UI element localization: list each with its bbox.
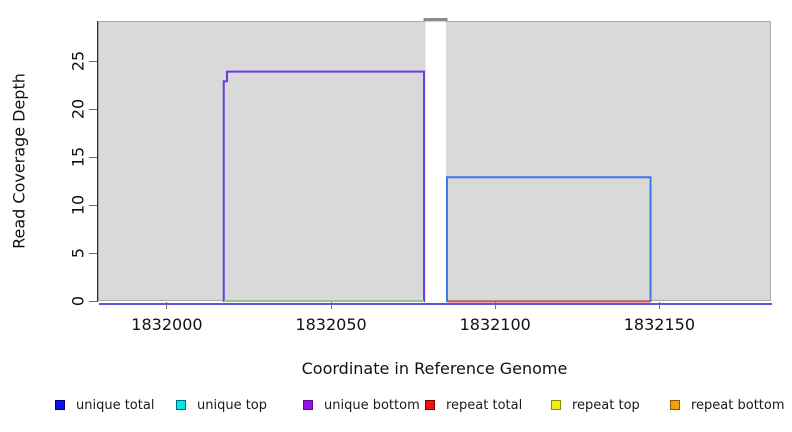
legend-item-repeat-bottom: repeat bottom	[670, 397, 785, 413]
coverage-gap-cap	[423, 18, 448, 21]
series-unique-bottom-coverage	[222, 70, 426, 302]
legend-item-repeat-top: repeat top	[551, 397, 640, 413]
legend-swatch-icon	[176, 400, 186, 410]
series-unique-total-coverage	[445, 176, 652, 302]
legend-swatch-icon	[55, 400, 65, 410]
x-tick	[658, 302, 660, 309]
coverage-plot-canvas	[99, 18, 772, 305]
legend-item-unique-bottom: unique bottom	[303, 397, 420, 413]
legend-swatch-icon	[425, 400, 435, 410]
legend-item-repeat-total: repeat total	[425, 397, 522, 413]
legend-label: unique total	[76, 397, 155, 413]
legend-swatch-icon	[303, 400, 313, 410]
x-tick	[166, 302, 168, 309]
x-tick-label: 1832100	[459, 315, 531, 334]
legend-item-unique-top: unique top	[176, 397, 267, 413]
x-tick-label: 1832150	[623, 315, 695, 334]
legend-label: unique bottom	[324, 397, 420, 413]
y-tick-label: 0	[68, 295, 88, 307]
y-tick-label: 25	[68, 50, 88, 72]
legend-swatch-icon	[551, 400, 561, 410]
x-tick-label: 1832000	[131, 315, 203, 334]
x-tick	[494, 302, 496, 309]
y-tick-label: 15	[68, 146, 88, 168]
y-axis-line	[96, 21, 98, 302]
legend-swatch-icon	[670, 400, 680, 410]
legend-label: repeat total	[446, 397, 523, 413]
y-tick	[89, 204, 97, 206]
legend-item-unique-total: unique total	[55, 397, 154, 413]
plot-panel	[98, 18, 772, 305]
coverage-gap-band	[425, 21, 446, 302]
y-tick	[89, 300, 97, 302]
legend-label: repeat bottom	[691, 397, 785, 413]
legend: unique total unique top unique bottom repea…	[0, 397, 792, 417]
y-tick	[89, 252, 97, 254]
y-axis-title: Read Coverage Depth	[9, 73, 29, 249]
y-tick-label: 5	[68, 247, 88, 259]
x-tick	[330, 302, 332, 309]
x-tick-label: 1832050	[295, 315, 367, 334]
y-tick	[89, 60, 97, 62]
y-tick-label: 10	[68, 194, 88, 216]
y-tick-label: 20	[68, 98, 88, 120]
legend-label: unique top	[197, 397, 268, 413]
y-tick	[89, 108, 97, 110]
x-axis-title: Coordinate in Reference Genome	[301, 359, 568, 378]
y-tick	[89, 156, 97, 158]
legend-label: repeat top	[572, 397, 640, 413]
